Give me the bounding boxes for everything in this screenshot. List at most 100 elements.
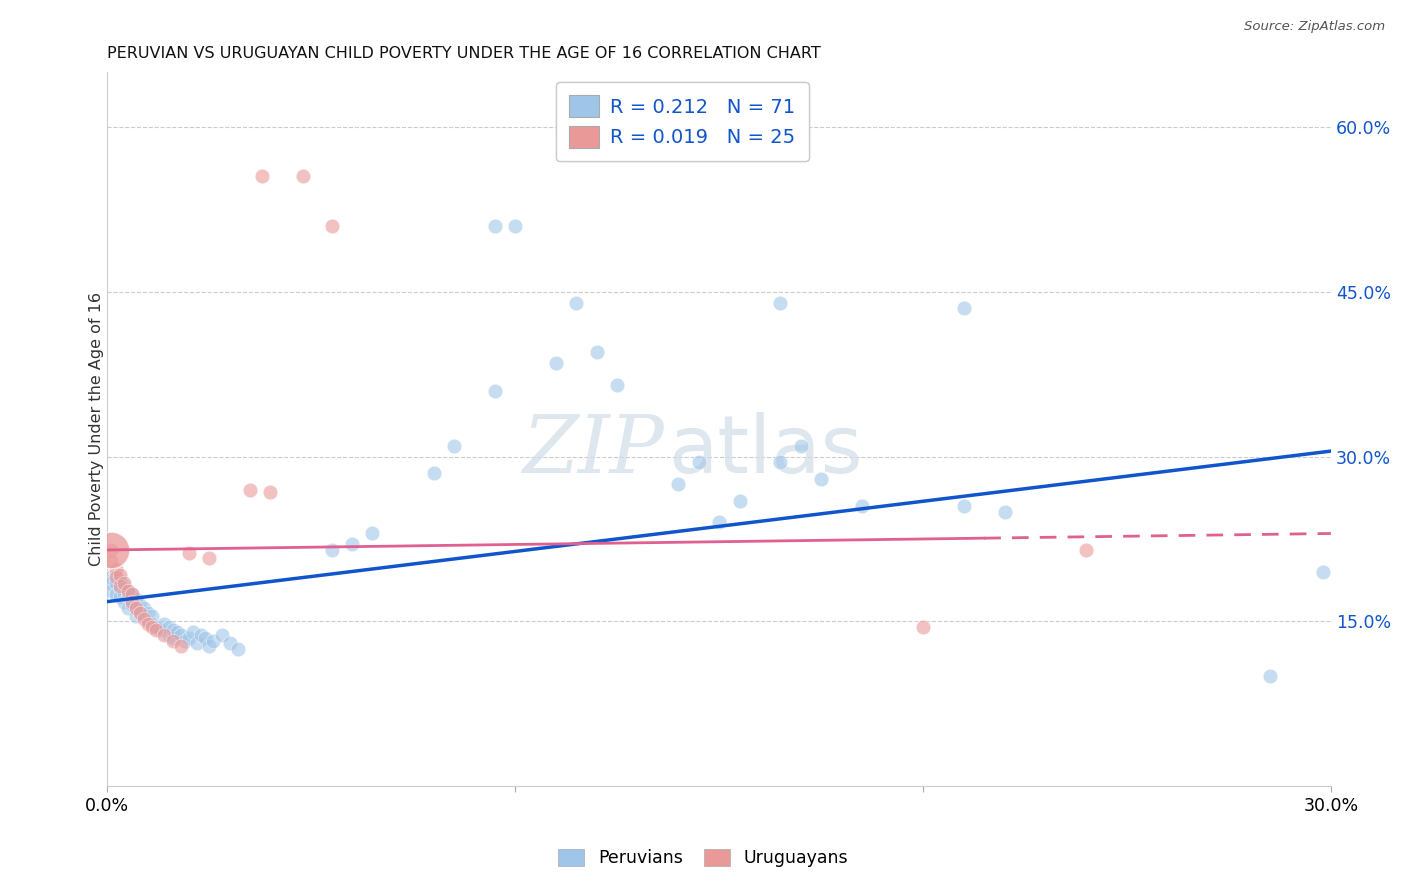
Point <box>145 620 167 634</box>
Point <box>688 455 710 469</box>
Point <box>544 356 567 370</box>
Point <box>198 550 221 565</box>
Point <box>132 601 155 615</box>
Point <box>132 608 155 623</box>
Point <box>108 568 131 582</box>
Point <box>606 378 628 392</box>
Point <box>157 627 180 641</box>
Point <box>141 608 163 623</box>
Point <box>503 219 526 233</box>
Point <box>104 568 127 582</box>
Point <box>728 493 751 508</box>
Point <box>104 575 127 590</box>
Point <box>173 634 195 648</box>
Point <box>177 546 200 560</box>
Point <box>707 516 730 530</box>
Point <box>666 477 689 491</box>
Point <box>361 526 384 541</box>
Legend: Peruvians, Uruguayans: Peruvians, Uruguayans <box>551 842 855 874</box>
Point <box>125 592 148 607</box>
Point <box>125 601 148 615</box>
Point <box>117 583 139 598</box>
Point <box>141 620 163 634</box>
Point <box>117 591 139 605</box>
Point <box>108 582 131 596</box>
Point <box>1076 543 1098 558</box>
Point <box>117 583 139 598</box>
Point <box>321 543 343 558</box>
Point <box>177 631 200 645</box>
Point <box>149 623 172 637</box>
Point <box>108 591 131 605</box>
Y-axis label: Child Poverty Under the Age of 16: Child Poverty Under the Age of 16 <box>89 292 104 566</box>
Point <box>190 627 212 641</box>
Point <box>194 631 217 645</box>
Point <box>202 634 225 648</box>
Point <box>153 616 176 631</box>
Point <box>292 169 315 184</box>
Point <box>585 345 607 359</box>
Point <box>100 570 122 584</box>
Point <box>136 606 159 620</box>
Point <box>104 587 127 601</box>
Point <box>198 639 221 653</box>
Point <box>259 484 281 499</box>
Point <box>125 608 148 623</box>
Point <box>226 641 249 656</box>
Point <box>104 561 127 575</box>
Point <box>129 606 152 620</box>
Point <box>125 601 148 615</box>
Point <box>484 219 506 233</box>
Point <box>100 554 122 568</box>
Point <box>112 594 135 608</box>
Point <box>1258 669 1281 683</box>
Point <box>239 483 262 497</box>
Point <box>129 598 152 612</box>
Point <box>121 598 143 612</box>
Legend: R = 0.212   N = 71, R = 0.019   N = 25: R = 0.212 N = 71, R = 0.019 N = 25 <box>555 82 808 161</box>
Text: ZIP: ZIP <box>522 412 664 490</box>
Text: atlas: atlas <box>668 411 862 490</box>
Point <box>994 504 1017 518</box>
Point <box>121 587 143 601</box>
Point <box>100 575 122 590</box>
Point <box>108 579 131 593</box>
Point <box>112 575 135 590</box>
Point <box>252 169 274 184</box>
Point <box>166 625 188 640</box>
Point <box>100 543 122 558</box>
Point <box>1312 565 1334 579</box>
Point <box>157 620 180 634</box>
Point <box>769 295 792 310</box>
Point <box>117 601 139 615</box>
Point <box>136 616 159 631</box>
Point <box>129 606 152 620</box>
Point <box>121 587 143 601</box>
Point <box>170 627 193 641</box>
Point <box>181 625 204 640</box>
Point <box>218 636 240 650</box>
Point <box>100 583 122 598</box>
Point <box>340 537 363 551</box>
Point <box>810 472 832 486</box>
Point <box>162 631 184 645</box>
Point <box>104 570 127 584</box>
Point <box>132 612 155 626</box>
Point <box>186 636 208 650</box>
Point <box>112 579 135 593</box>
Point <box>321 219 343 233</box>
Point <box>953 301 976 316</box>
Point <box>145 623 167 637</box>
Point <box>100 543 122 558</box>
Point <box>112 587 135 601</box>
Point <box>422 466 444 480</box>
Point <box>153 627 176 641</box>
Text: Source: ZipAtlas.com: Source: ZipAtlas.com <box>1244 20 1385 33</box>
Point <box>162 634 184 648</box>
Point <box>121 594 143 608</box>
Point <box>789 439 811 453</box>
Point <box>141 616 163 631</box>
Point <box>953 499 976 513</box>
Point <box>851 499 873 513</box>
Point <box>443 439 465 453</box>
